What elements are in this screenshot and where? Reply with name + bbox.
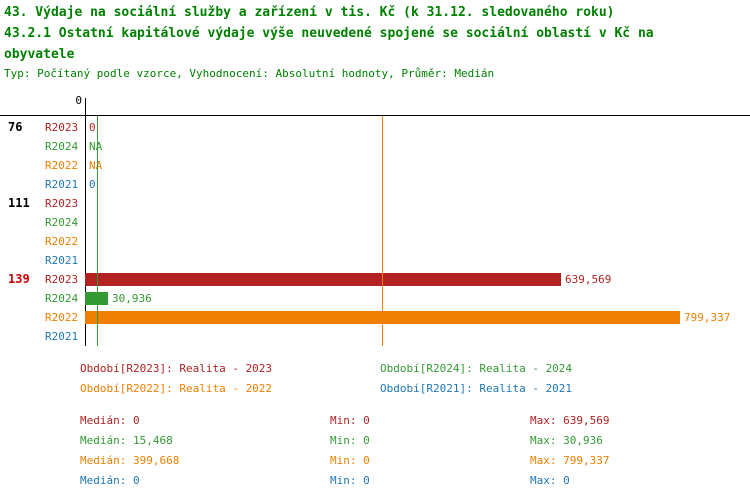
chart-subtitle: Typ: Počítaný podle vzorce, Vyhodnocení:… [4,67,495,80]
series-label: R2022 [45,235,79,248]
stat-max-r2023: Max: 639,569 [530,414,610,427]
stat-max-r2021: Max: 0 [530,474,570,487]
chart-area: 0 76 R2023 0 R2024 NA R2022 NA R2021 0 111 R2023 R2… [0,94,750,357]
stat-min-r2021: Min: 0 [330,474,370,487]
stats-row-r2023: Medián: 0 Min: 0 Max: 639,569 [0,414,750,430]
y-axis-line [85,98,86,346]
bar-value-label: NA [89,159,103,172]
stat-median-r2022: Medián: 399,668 [80,454,180,467]
median-line-r2024 [97,116,98,346]
legend-item-r2024: Období[R2024]: Realita - 2024 [380,362,573,375]
series-label: R2021 [45,254,79,267]
series-label: R2024 [45,140,79,153]
legend-item-r2022: Období[R2022]: Realita - 2022 [80,382,273,395]
median-line-r2022 [382,116,383,346]
bar [85,273,561,286]
bar-value-label: 0 [89,178,96,191]
legend-item-r2021: Období[R2021]: Realita - 2021 [380,382,573,395]
stats-row-r2024: Medián: 15,468 Min: 0 Max: 30,936 [0,434,750,450]
stat-median-r2024: Medián: 15,468 [80,434,173,447]
stat-max-r2022: Max: 799,337 [530,454,610,467]
stat-min-r2023: Min: 0 [330,414,370,427]
stats-row-r2022: Medián: 399,668 Min: 0 Max: 799,337 [0,454,750,470]
group-id-label: 76 [8,120,23,134]
series-label: R2021 [45,330,79,343]
stat-min-r2024: Min: 0 [330,434,370,447]
stat-median-r2023: Medián: 0 [80,414,140,427]
series-label: R2023 [45,273,79,286]
stats-row-r2021: Medián: 0 Min: 0 Max: 0 [0,474,750,490]
series-label: R2023 [45,197,79,210]
stat-max-r2024: Max: 30,936 [530,434,603,447]
bar-value-label: 799,337 [684,311,731,324]
chart-top-border [0,115,750,116]
series-label: R2024 [45,216,79,229]
chart-title-line1: 43. Výdaje na sociální služby a zařízení… [4,5,615,20]
group-id-label: 111 [8,196,30,210]
stat-median-r2021: Medián: 0 [80,474,140,487]
bar-value-label: 639,569 [565,273,612,286]
series-label: R2022 [45,159,79,172]
group-id-label: 139 [8,272,30,286]
series-label: R2024 [45,292,79,305]
bar-value-label: 30,936 [112,292,152,305]
series-label: R2022 [45,311,79,324]
series-label: R2021 [45,178,79,191]
bar-value-label: 0 [89,121,96,134]
chart-title-line2: 43.2.1 Ostatní kapitálové výdaje výše ne… [4,26,654,62]
bar [85,292,108,305]
legend-item-r2023: Období[R2023]: Realita - 2023 [80,362,273,375]
stat-min-r2022: Min: 0 [330,454,370,467]
axis-tick-label-zero: 0 [75,94,82,107]
bar-value-label: NA [89,140,103,153]
series-label: R2023 [45,121,79,134]
